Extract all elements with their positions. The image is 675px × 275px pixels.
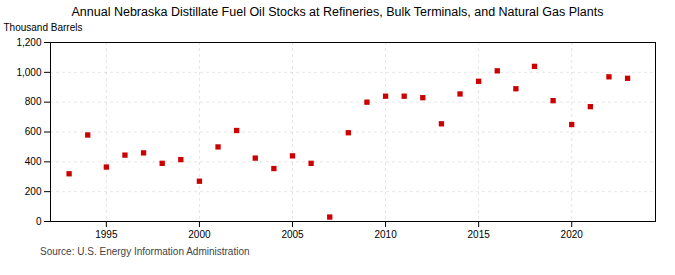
svg-text:2015: 2015 [468,229,491,240]
svg-text:600: 600 [25,126,42,137]
svg-text:2000: 2000 [188,229,211,240]
svg-text:1995: 1995 [95,229,118,240]
html-text:Source: U.S. Energy Informatio: Source: U.S. Energy Information Administ… [40,246,250,257]
svg-text:800: 800 [25,96,42,107]
svg-text:200: 200 [25,186,42,197]
svg-text:Thousand Barrels: Thousand Barrels [4,22,83,33]
svg-text:2020: 2020 [561,229,584,240]
svg-text:400: 400 [25,156,42,167]
svg-text:1,000: 1,000 [16,67,41,78]
svg-text:2005: 2005 [281,229,304,240]
svg-text:1,200: 1,200 [16,37,41,48]
svg-text:2010: 2010 [374,229,397,240]
html-text:Annual Nebraska Distillate Fue: Annual Nebraska Distillate Fuel Oil Stoc… [71,5,604,19]
svg-text:0: 0 [36,216,42,227]
